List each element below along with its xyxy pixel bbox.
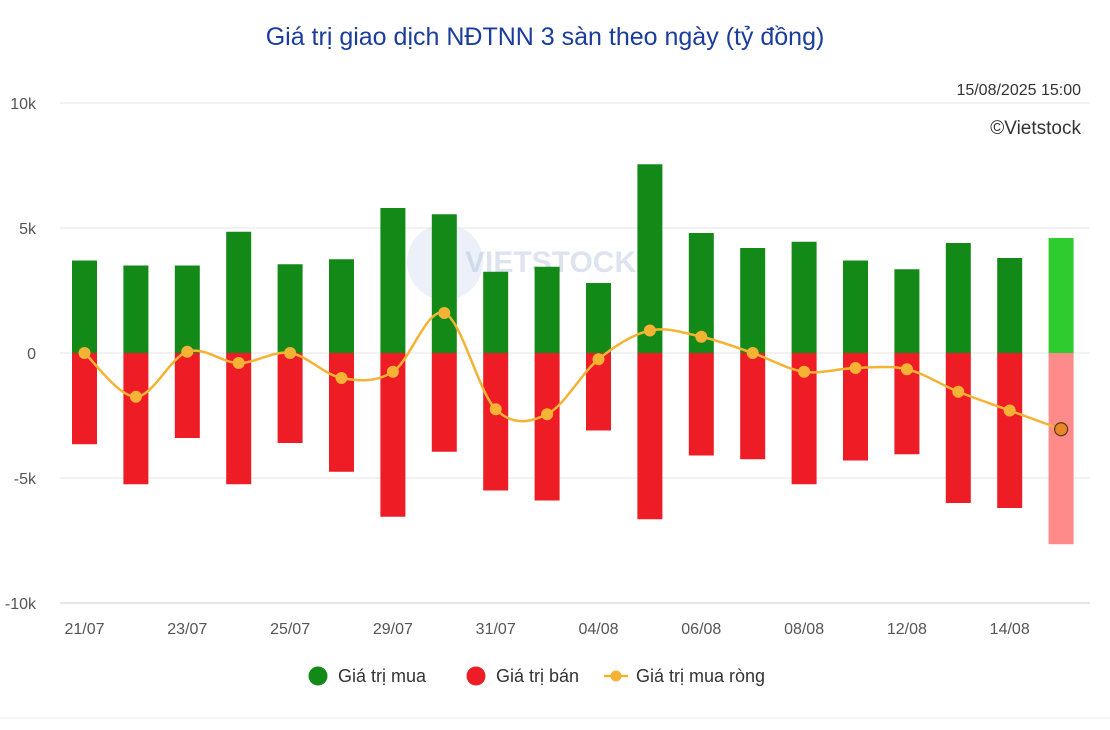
net-point[interactable]	[1003, 404, 1016, 417]
sell-bar[interactable]	[1048, 353, 1074, 545]
legend-label: Giá trị mua	[338, 666, 427, 686]
net-point[interactable]	[335, 372, 348, 384]
net-point[interactable]	[849, 362, 862, 374]
net-point[interactable]	[386, 365, 399, 378]
y-tick-label: -5k	[14, 471, 37, 488]
sell-bar[interactable]	[688, 353, 714, 456]
net-point[interactable]	[1053, 422, 1069, 437]
x-tick-label: 31/07	[476, 621, 516, 638]
net-point[interactable]	[232, 357, 245, 369]
legend-item[interactable]: Giá trị mua ròng	[604, 666, 765, 686]
buy-bar[interactable]	[431, 214, 457, 353]
y-tick-label: 0	[27, 346, 36, 363]
sell-bar[interactable]	[483, 353, 509, 491]
net-point[interactable]	[129, 390, 142, 403]
net-point[interactable]	[284, 347, 297, 359]
buy-bar[interactable]	[277, 264, 303, 353]
buy-bar[interactable]	[534, 266, 560, 353]
grid-layer	[60, 102, 1090, 604]
chart-timestamp: 15/08/2025 15:00	[956, 82, 1081, 99]
net-point[interactable]	[798, 365, 811, 378]
net-point[interactable]	[900, 363, 913, 376]
legend-marker	[308, 666, 328, 686]
legend[interactable]: Giá trị mua Giá trị bán Giá trị mua ròng	[308, 666, 766, 686]
legend-item[interactable]: Giá trị mua	[308, 666, 428, 686]
x-tick-label: 21/07	[64, 621, 104, 638]
net-point[interactable]	[746, 347, 759, 359]
chart-title: Giá trị giao dịch NĐTNN 3 sàn theo ngày …	[266, 23, 825, 51]
chart-brand: ©Vietstock	[990, 118, 1081, 139]
x-tick-label: 12/08	[887, 621, 927, 638]
x-tick-label: 23/07	[167, 621, 207, 638]
sell-bar[interactable]	[380, 353, 406, 517]
y-tick-label: 10k	[10, 96, 37, 113]
buy-bar[interactable]	[586, 283, 611, 353]
x-axis: 21/07 23/07 25/07 29/07 31/07 04/08 06/08 08/08…	[64, 621, 1029, 638]
buy-bar[interactable]	[72, 260, 97, 354]
net-point[interactable]	[592, 353, 605, 366]
sell-bar[interactable]	[277, 353, 303, 443]
legend-marker	[610, 670, 622, 682]
sell-bar[interactable]	[637, 353, 663, 520]
legend-label: Giá trị bán	[496, 666, 579, 686]
y-tick-label: -10k	[5, 596, 37, 613]
sell-bar[interactable]	[123, 353, 149, 485]
net-point[interactable]	[643, 324, 656, 337]
net-point[interactable]	[78, 347, 91, 359]
net-point[interactable]	[489, 403, 502, 416]
buy-bar[interactable]	[637, 164, 663, 353]
x-tick-label: 29/07	[373, 621, 413, 638]
legend-marker	[466, 666, 486, 686]
y-tick-label: 5k	[19, 221, 37, 238]
sell-bar[interactable]	[72, 353, 97, 445]
sell-bar[interactable]	[226, 353, 252, 485]
buy-bar[interactable]	[226, 231, 252, 353]
sell-bar[interactable]	[997, 353, 1023, 508]
x-tick-label: 06/08	[681, 621, 721, 638]
buy-bar[interactable]	[329, 259, 354, 353]
buy-bar[interactable]	[945, 243, 971, 353]
buy-bar[interactable]	[894, 269, 920, 353]
net-point[interactable]	[438, 307, 451, 319]
x-tick-label: 04/08	[578, 621, 618, 638]
sell-bar[interactable]	[740, 353, 766, 460]
buy-bar[interactable]	[1048, 238, 1074, 353]
x-tick-label: 08/08	[784, 621, 824, 638]
net-point[interactable]	[541, 408, 554, 421]
buy-bar[interactable]	[740, 248, 766, 353]
buy-bar[interactable]	[843, 260, 868, 354]
y-axis: 10k 5k 0 -5k -10k	[5, 96, 37, 613]
net-point[interactable]	[695, 330, 708, 343]
buy-bar[interactable]	[174, 265, 200, 354]
net-line-layer	[78, 307, 1069, 437]
buy-bar[interactable]	[791, 241, 817, 353]
buy-bar[interactable]	[997, 258, 1023, 353]
net-point[interactable]	[181, 345, 194, 358]
x-tick-label: 25/07	[270, 621, 310, 638]
buy-bar[interactable]	[380, 208, 406, 353]
sell-bar[interactable]	[329, 353, 354, 472]
x-tick-label: 14/08	[990, 621, 1030, 638]
buy-bar[interactable]	[123, 265, 149, 354]
legend-label: Giá trị mua ròng	[636, 666, 765, 686]
sell-bar[interactable]	[174, 353, 200, 438]
net-point[interactable]	[952, 385, 965, 398]
sell-bar[interactable]	[431, 353, 457, 452]
sell-bar[interactable]	[945, 353, 971, 503]
buy-bar[interactable]	[483, 271, 509, 353]
bars-layer	[72, 164, 1074, 545]
sell-bar[interactable]	[534, 353, 560, 501]
legend-item[interactable]: Giá trị bán	[466, 666, 580, 686]
